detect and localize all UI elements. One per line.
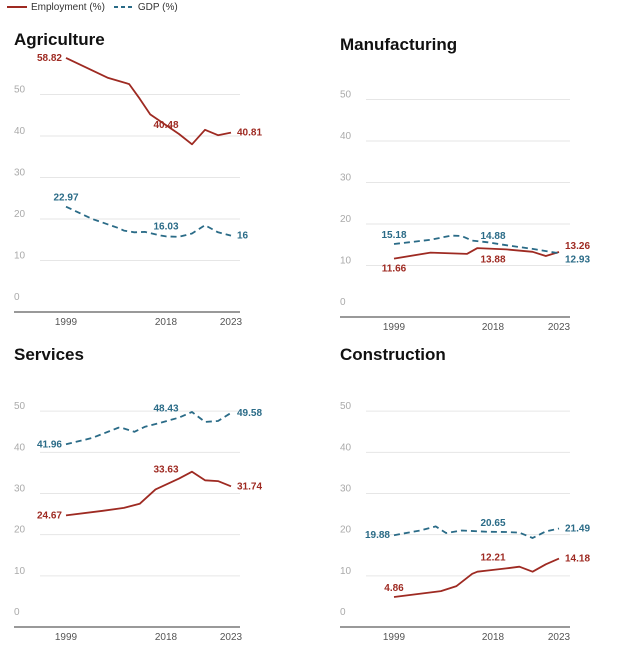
employment-line (65, 470, 232, 517)
y-tick-label: 50 (340, 401, 352, 412)
y-tick-label: 0 (14, 292, 20, 303)
gdp-line (393, 525, 560, 539)
data-label: 40.81 (237, 128, 262, 139)
data-label: 14.18 (565, 554, 590, 565)
gdp-line (65, 411, 232, 446)
y-tick-label: 40 (14, 126, 26, 137)
x-tick-label: 2018 (482, 632, 505, 643)
y-tick-label: 20 (14, 525, 26, 536)
data-label: 41.96 (37, 439, 62, 450)
y-tick-label: 0 (340, 297, 346, 308)
data-label: 22.97 (53, 193, 78, 204)
panel-title: Construction (340, 345, 446, 364)
data-label: 4.86 (384, 583, 404, 594)
legend-swatch-employment (7, 6, 27, 8)
gdp-line (393, 234, 560, 255)
x-tick-label: 2023 (220, 317, 243, 328)
x-tick-label: 1999 (55, 632, 78, 643)
y-tick-label: 20 (340, 214, 352, 225)
legend-label-employment: Employment (%) (31, 1, 105, 13)
data-label: 15.18 (381, 230, 406, 241)
y-tick-label: 40 (14, 442, 26, 453)
panel-title: Manufacturing (340, 35, 457, 54)
y-tick-label: 0 (14, 607, 20, 618)
legend-item-employment[interactable]: Employment (%) (6, 2, 105, 13)
y-tick-label: 20 (14, 209, 26, 220)
chart-panel-manufacturing: Manufacturing 0 10 20 30 40 50 1999 2018 2023 11.6… (340, 35, 590, 333)
data-label: 11.66 (382, 264, 407, 275)
data-label: 58.82 (37, 53, 62, 64)
y-tick-label: 30 (14, 484, 26, 495)
data-label: 19.88 (365, 530, 390, 541)
y-tick-label: 40 (340, 131, 352, 142)
data-label: 13.26 (565, 241, 590, 252)
data-label: 40.48 (153, 120, 178, 131)
data-label: 13.88 (480, 254, 505, 265)
chart-panel-agriculture: Agriculture 0 10 20 30 40 50 1999 2018 2023 58.82 4… (14, 30, 262, 328)
y-tick-label: 10 (340, 256, 352, 267)
data-label: 31.74 (237, 481, 262, 492)
y-tick-label: 10 (14, 566, 26, 577)
y-tick-label: 10 (340, 566, 352, 577)
panel-title: Services (14, 345, 84, 364)
x-tick-label: 1999 (383, 322, 406, 333)
x-tick-label: 2023 (548, 322, 571, 333)
data-label: 21.49 (565, 524, 590, 535)
data-label: 49.58 (237, 408, 262, 419)
data-label: 33.63 (153, 465, 178, 476)
y-tick-label: 30 (14, 168, 26, 179)
x-tick-label: 2023 (548, 632, 571, 643)
y-tick-label: 50 (340, 90, 352, 101)
gdp-line (65, 205, 232, 238)
x-tick-label: 1999 (55, 317, 78, 328)
panel-title: Agriculture (14, 30, 105, 49)
employment-line (393, 557, 560, 598)
employment-line (65, 57, 232, 146)
y-tick-label: 0 (340, 607, 346, 618)
x-tick-label: 1999 (383, 632, 406, 643)
x-tick-label: 2018 (155, 317, 178, 328)
legend-label-gdp: GDP (%) (137, 1, 178, 13)
y-tick-label: 20 (340, 525, 352, 536)
data-label: 48.43 (153, 404, 178, 415)
legend-swatch-gdp (113, 6, 134, 8)
y-tick-label: 30 (340, 173, 352, 184)
chart-panel-construction: Construction 0 10 20 30 40 50 1999 2018 2023 4.86 1… (340, 345, 590, 643)
data-label: 20.65 (480, 518, 505, 529)
chart-panel-services: Services 0 10 20 30 40 50 1999 2018 2023 24.67 33.6… (14, 345, 262, 643)
y-tick-label: 30 (340, 484, 352, 495)
legend: Employment (%) GDP (%) (6, 0, 186, 14)
employment-line (393, 247, 560, 260)
x-tick-label: 2018 (155, 632, 178, 643)
legend-item-gdp[interactable]: GDP (%) (113, 2, 178, 13)
x-tick-label: 2023 (220, 632, 243, 643)
y-tick-label: 10 (14, 251, 26, 262)
data-label: 12.21 (480, 553, 505, 564)
y-tick-label: 50 (14, 85, 26, 96)
data-label: 24.67 (37, 510, 62, 521)
y-tick-label: 50 (14, 401, 26, 412)
y-tick-label: 40 (340, 442, 352, 453)
data-label: 14.88 (480, 231, 505, 242)
data-label: 16 (237, 231, 249, 242)
x-tick-label: 2018 (482, 322, 505, 333)
data-label: 16.03 (153, 221, 178, 232)
data-label: 12.93 (565, 254, 590, 265)
